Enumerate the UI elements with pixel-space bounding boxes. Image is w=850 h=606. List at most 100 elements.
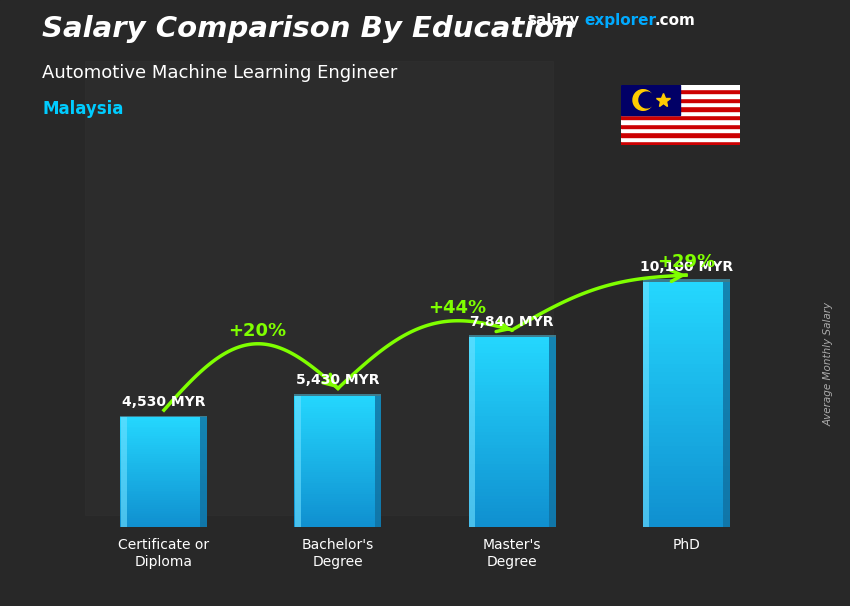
Bar xyxy=(294,442,382,444)
Bar xyxy=(643,450,729,454)
Bar xyxy=(468,359,556,362)
Bar xyxy=(294,464,382,466)
Bar xyxy=(294,477,382,479)
Bar xyxy=(643,351,729,356)
Bar xyxy=(468,448,556,451)
Bar xyxy=(294,514,382,516)
Bar xyxy=(121,418,207,419)
Bar xyxy=(121,463,207,465)
Bar xyxy=(643,315,729,319)
Bar xyxy=(121,468,207,470)
Bar xyxy=(294,470,382,473)
Bar xyxy=(468,413,556,416)
Bar xyxy=(294,466,382,468)
Bar xyxy=(121,425,207,427)
Bar xyxy=(643,429,729,433)
Bar xyxy=(620,107,740,111)
Bar xyxy=(643,303,729,307)
Bar xyxy=(620,128,740,133)
Wedge shape xyxy=(633,90,652,110)
Bar xyxy=(643,401,729,405)
Bar xyxy=(294,490,382,492)
Bar xyxy=(643,282,729,287)
Bar xyxy=(643,438,729,442)
Bar xyxy=(643,360,729,364)
Bar xyxy=(643,393,729,397)
Bar xyxy=(121,428,207,430)
Bar xyxy=(643,442,729,445)
Bar xyxy=(294,411,382,413)
Bar xyxy=(121,418,127,527)
Bar xyxy=(468,432,556,435)
Bar xyxy=(294,499,382,501)
Bar xyxy=(468,489,556,493)
Bar xyxy=(121,474,207,476)
Bar xyxy=(468,362,556,365)
Bar xyxy=(294,521,382,523)
Text: 10,100 MYR: 10,100 MYR xyxy=(639,260,733,274)
Bar xyxy=(294,435,382,438)
Bar xyxy=(121,434,207,436)
Text: +29%: +29% xyxy=(657,253,715,271)
Bar xyxy=(643,482,729,487)
Bar xyxy=(643,503,729,507)
Bar xyxy=(468,429,556,432)
Bar xyxy=(643,466,729,470)
Bar xyxy=(620,89,740,93)
Bar xyxy=(121,445,207,447)
Bar xyxy=(643,311,729,315)
Text: 4,530 MYR: 4,530 MYR xyxy=(122,395,206,409)
Bar xyxy=(643,405,729,409)
Bar xyxy=(468,461,556,464)
Bar xyxy=(294,461,382,464)
Bar xyxy=(121,458,207,459)
Bar xyxy=(294,525,382,527)
Bar xyxy=(643,487,729,490)
Bar xyxy=(294,424,382,426)
Bar xyxy=(121,514,207,516)
Text: +20%: +20% xyxy=(228,322,286,340)
Bar xyxy=(121,496,207,498)
Bar xyxy=(468,493,556,496)
Bar xyxy=(468,353,556,356)
Bar xyxy=(121,450,207,452)
Bar xyxy=(468,486,556,489)
Bar xyxy=(121,470,207,472)
Bar xyxy=(468,382,556,385)
Wedge shape xyxy=(639,92,655,108)
Bar xyxy=(294,431,382,433)
Bar xyxy=(121,430,207,432)
Bar xyxy=(643,287,729,290)
Bar xyxy=(620,141,740,145)
Bar xyxy=(295,396,301,527)
Bar xyxy=(294,488,382,490)
Bar xyxy=(643,458,729,462)
Bar xyxy=(121,423,207,425)
Bar xyxy=(121,419,207,421)
Bar xyxy=(85,61,552,515)
Bar xyxy=(294,485,382,488)
Bar xyxy=(643,381,729,384)
Bar xyxy=(121,436,207,438)
Bar xyxy=(121,447,207,448)
Bar xyxy=(294,422,382,424)
Bar xyxy=(468,511,556,514)
Bar xyxy=(620,115,740,119)
Bar xyxy=(294,457,382,459)
Bar xyxy=(294,496,382,499)
Bar xyxy=(121,481,207,484)
Bar xyxy=(468,518,556,521)
Bar xyxy=(468,385,556,388)
Bar xyxy=(468,435,556,439)
Bar xyxy=(643,421,729,425)
Bar xyxy=(643,523,729,527)
Bar xyxy=(620,98,740,102)
Bar xyxy=(294,492,382,494)
Bar xyxy=(121,459,207,461)
Bar xyxy=(643,490,729,494)
Bar xyxy=(294,433,382,435)
Bar xyxy=(121,438,207,439)
Bar xyxy=(121,441,207,443)
Bar xyxy=(468,365,556,369)
Bar xyxy=(468,335,556,337)
